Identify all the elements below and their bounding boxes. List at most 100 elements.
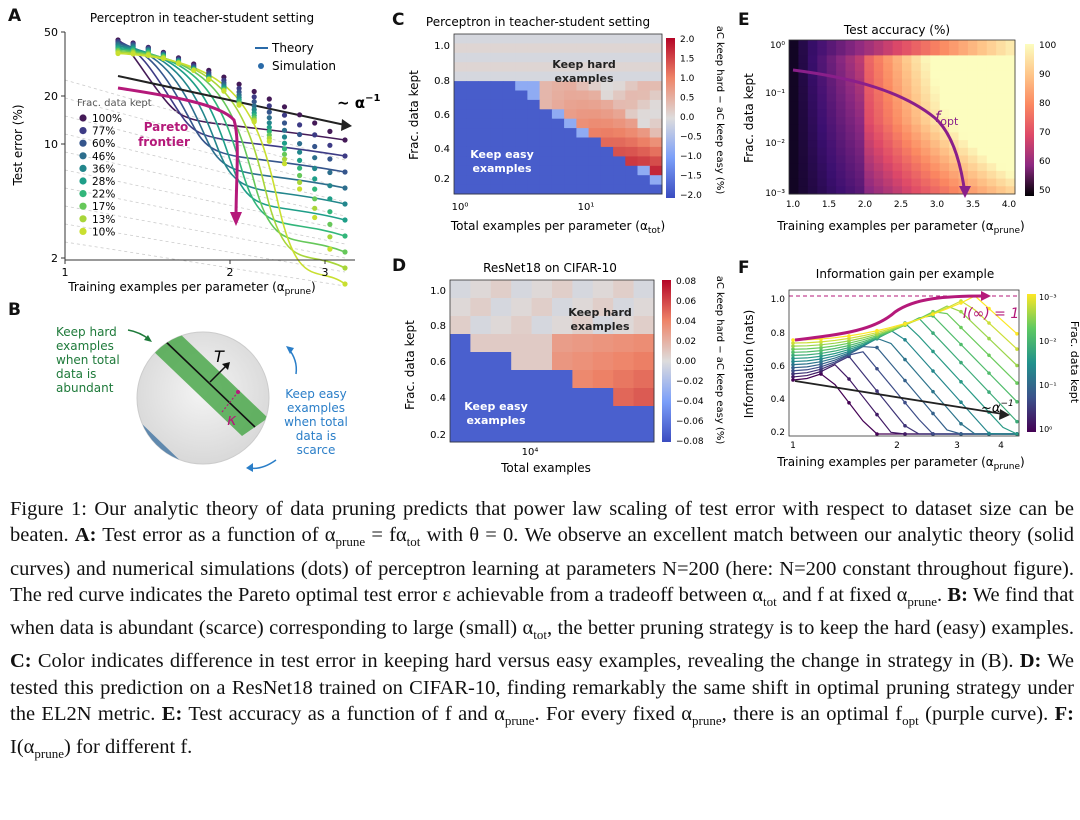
- heatmap-cell: [490, 370, 512, 389]
- heatmap-cell: [576, 90, 590, 101]
- simulation-dot: [297, 112, 303, 118]
- panel-d-ytick-label: 1.0: [430, 286, 446, 297]
- heatmap-cell: [836, 124, 846, 133]
- heatmap-cell: [633, 352, 655, 371]
- heatmap-cell: [576, 71, 590, 82]
- heatmap-cell: [817, 132, 828, 141]
- simulation-dot: [281, 140, 288, 146]
- heatmap-cell: [576, 52, 590, 63]
- heatmap-cell: [511, 352, 533, 371]
- simulation-dot: [266, 120, 272, 126]
- heatmap-cell: [1005, 78, 1016, 87]
- heatmap-cell: [996, 178, 1007, 187]
- heatmap-cell: [977, 140, 988, 149]
- heatmap-cell: [911, 132, 922, 141]
- panel-d-easy-label-2: examples: [466, 414, 526, 427]
- info-dot: [903, 321, 907, 326]
- heatmap-cell: [502, 90, 516, 101]
- heatmap-cell: [949, 55, 959, 64]
- panel-c-hard-label-1: Keep hard: [552, 58, 616, 71]
- panel-d-title: ResNet18 on CIFAR-10: [483, 261, 617, 275]
- heatmap-cell: [958, 40, 969, 49]
- heatmap-cell: [826, 147, 837, 156]
- heatmap-cell: [798, 163, 809, 172]
- heatmap-cell: [996, 147, 1007, 156]
- panel-e-ytick-label: 10⁻¹: [765, 89, 785, 99]
- heatmap-cell: [958, 78, 969, 87]
- heatmap-cell: [515, 71, 528, 82]
- heatmap-cell: [454, 175, 467, 186]
- heatmap-cell: [789, 47, 799, 56]
- info-dot: [903, 432, 907, 436]
- heatmap-cell: [977, 78, 988, 87]
- simulation-dot: [281, 161, 288, 167]
- heatmap-cell: [625, 165, 638, 176]
- info-dot: [791, 362, 795, 367]
- simulation-dot: [297, 172, 303, 179]
- heatmap-cell: [551, 165, 565, 176]
- heatmap-cell: [883, 55, 894, 64]
- heatmap-cell: [958, 101, 969, 110]
- panel-letter-f: F: [738, 258, 750, 278]
- heatmap-cell: [817, 140, 828, 149]
- heatmap-cell: [515, 43, 528, 54]
- heatmap-cell: [930, 140, 941, 149]
- heatmap-cell: [996, 55, 1007, 64]
- heatmap-cell: [454, 156, 467, 167]
- heatmap-cell: [967, 70, 978, 79]
- heatmap-cell: [996, 170, 1007, 180]
- heatmap-cell: [958, 47, 969, 56]
- heatmap-cell: [873, 124, 884, 133]
- heatmap-cell: [958, 163, 969, 172]
- heatmap-cell: [958, 117, 969, 126]
- heatmap-cell: [588, 43, 602, 54]
- heatmap-cell: [1005, 155, 1016, 164]
- heatmap-cell: [854, 117, 865, 126]
- heatmap-cell: [572, 298, 594, 317]
- panel-d-cbar-tick: −0.04: [676, 397, 704, 407]
- heatmap-cell: [892, 147, 903, 156]
- heatmap-cell: [490, 352, 512, 371]
- heatmap-cell: [911, 155, 922, 164]
- heatmap-cell: [930, 155, 941, 164]
- heatmap-cell: [490, 316, 512, 335]
- caption-a-text2: = fα: [365, 524, 407, 547]
- heatmap-cell: [902, 155, 912, 164]
- heatmap-cell: [958, 140, 969, 149]
- caption-a-sub3: tot: [763, 593, 777, 609]
- heatmap-cell: [826, 155, 837, 164]
- heatmap-cell: [490, 43, 504, 54]
- info-dot: [959, 342, 963, 347]
- heatmap-cell: [600, 90, 614, 101]
- heatmap-cell: [854, 140, 865, 149]
- heatmap-cell: [892, 70, 903, 79]
- heatmap-cell: [996, 186, 1007, 195]
- heatmap-cell: [864, 70, 875, 79]
- panel-f-cbar-tick: 10⁰: [1039, 425, 1052, 434]
- heatmap-cell: [633, 370, 655, 389]
- heatmap-cell: [817, 186, 828, 195]
- heatmap-cell: [502, 34, 516, 44]
- heatmap-cell: [588, 109, 602, 120]
- heatmap-cell: [864, 40, 875, 49]
- heatmap-cell: [911, 186, 922, 195]
- panel-e-xtick-label: 1.5: [822, 200, 836, 210]
- heatmap-cell: [478, 52, 492, 63]
- heatmap-cell: [902, 63, 912, 72]
- simulation-dot: [327, 196, 333, 202]
- heatmap-cell: [798, 78, 809, 87]
- heatmap-cell: [539, 156, 553, 167]
- heatmap-cell: [807, 178, 818, 187]
- heatmap-cell: [873, 63, 884, 72]
- simulation-dot: [297, 157, 303, 163]
- heatmap-cell: [911, 86, 922, 95]
- heatmap-cell: [789, 55, 799, 64]
- panel-a-chart: Perceptron in teacher-student setting Te…: [11, 11, 380, 297]
- heatmap-cell: [967, 132, 978, 141]
- heatmap-cell: [515, 52, 528, 63]
- heatmap-cell: [883, 70, 894, 79]
- heatmap-cell: [986, 101, 997, 110]
- heatmap-cell: [986, 63, 997, 72]
- heatmap-cell: [958, 124, 969, 133]
- heatmap-cell: [466, 137, 479, 148]
